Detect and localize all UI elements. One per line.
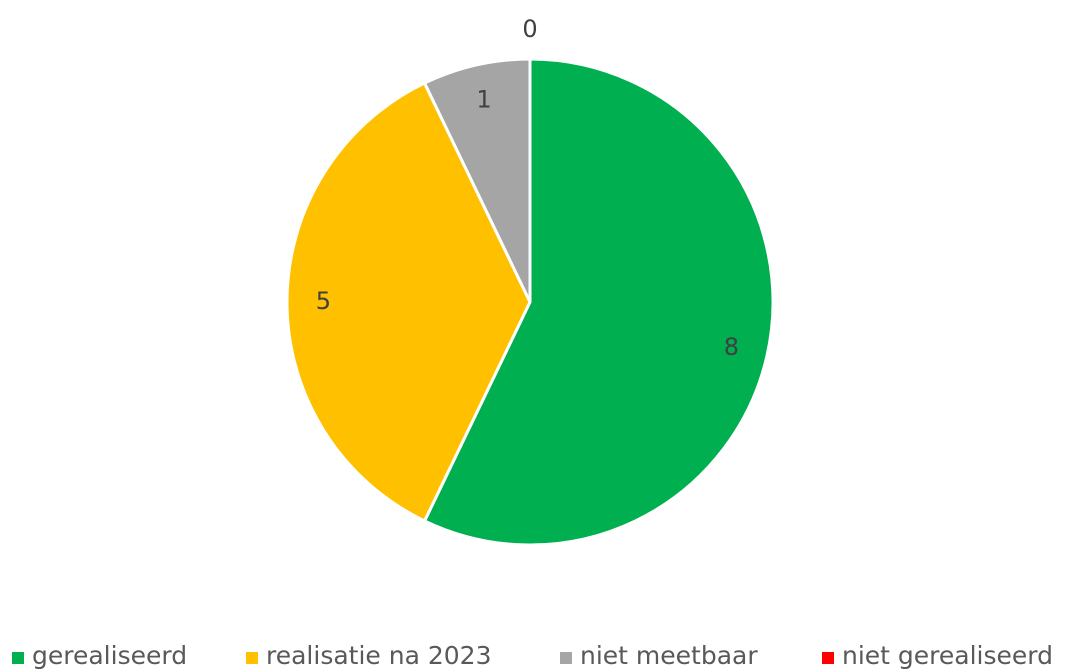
legend-label: niet gerealiseerd (842, 641, 1053, 670)
legend-swatch (12, 652, 24, 664)
pie-slice (285, 81, 532, 523)
data-label: 8 (724, 333, 739, 361)
legend-swatch (822, 652, 834, 664)
legend-swatch (560, 652, 572, 664)
legend-label: realisatie na 2023 (266, 641, 491, 670)
data-label: 5 (316, 287, 331, 315)
legend-label: gerealiseerd (32, 641, 187, 670)
legend-label: niet meetbaar (580, 641, 758, 670)
pie-slice (423, 57, 532, 304)
data-label: 0 (522, 15, 537, 43)
pie-slice (423, 57, 775, 547)
data-label: 1 (476, 86, 491, 114)
legend-swatch (246, 652, 258, 664)
